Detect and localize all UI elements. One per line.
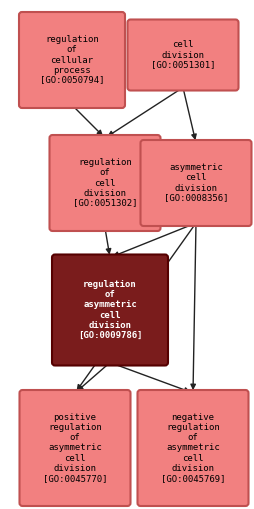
Text: regulation
of
asymmetric
cell
division
[GO:0009786]: regulation of asymmetric cell division […	[78, 280, 142, 340]
Text: cell
division
[GO:0051301]: cell division [GO:0051301]	[151, 40, 215, 70]
Text: asymmetric
cell
division
[GO:0008356]: asymmetric cell division [GO:0008356]	[164, 163, 228, 203]
Text: regulation
of
cellular
process
[GO:0050794]: regulation of cellular process [GO:00507…	[40, 36, 104, 84]
FancyBboxPatch shape	[52, 254, 168, 365]
FancyBboxPatch shape	[20, 390, 131, 506]
FancyBboxPatch shape	[19, 12, 125, 108]
FancyBboxPatch shape	[137, 390, 248, 506]
Text: negative
regulation
of
asymmetric
cell
division
[GO:0045769]: negative regulation of asymmetric cell d…	[161, 413, 225, 483]
Text: positive
regulation
of
asymmetric
cell
division
[GO:0045770]: positive regulation of asymmetric cell d…	[43, 413, 107, 483]
FancyBboxPatch shape	[140, 140, 251, 226]
Text: regulation
of
cell
division
[GO:0051302]: regulation of cell division [GO:0051302]	[73, 158, 137, 208]
FancyBboxPatch shape	[50, 135, 161, 231]
FancyBboxPatch shape	[128, 19, 239, 91]
